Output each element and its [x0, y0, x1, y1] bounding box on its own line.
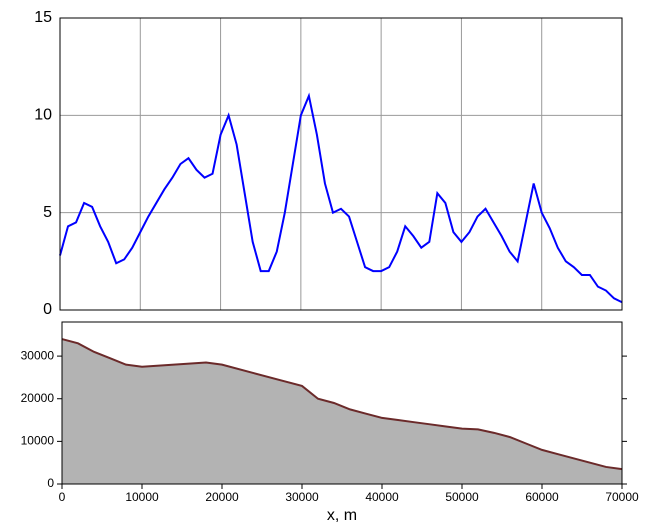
- x-tick-label: 30000: [285, 490, 319, 504]
- y-tick-label: 0: [43, 301, 52, 318]
- x-tick-label: 60000: [525, 490, 559, 504]
- x-axis-label: x, m: [327, 507, 357, 524]
- x-tick-label: 70000: [605, 490, 639, 504]
- x-tick-label: 40000: [365, 490, 399, 504]
- x-tick-label: 50000: [445, 490, 479, 504]
- y-tick-label: 30000: [21, 348, 55, 362]
- plot-frame: [59, 17, 623, 311]
- x-tick-label: 0: [59, 490, 66, 504]
- y-tick-label: 10: [34, 107, 52, 124]
- x-tick-label: 20000: [205, 490, 239, 504]
- y-tick-label: 5: [43, 204, 52, 221]
- data-line: [59, 92, 623, 304]
- area: [62, 339, 622, 484]
- x-tick-label: 10000: [125, 490, 159, 504]
- y-tick-label: 20000: [21, 391, 55, 405]
- y-tick-label: 15: [34, 9, 52, 26]
- surface-line: [61, 338, 623, 471]
- y-tick-label: 0: [47, 476, 54, 490]
- plot-frame: [61, 321, 623, 485]
- y-tick-label: 10000: [21, 434, 55, 448]
